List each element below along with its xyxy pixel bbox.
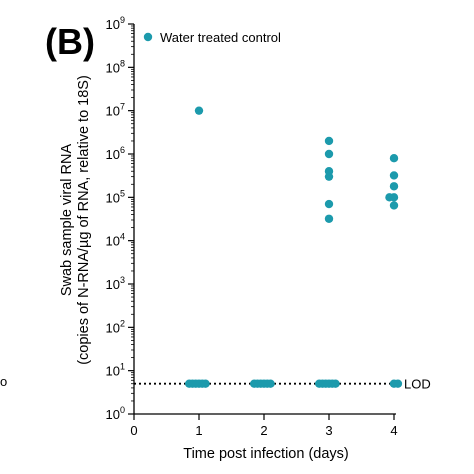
y-tick-label: 105 [106, 188, 125, 205]
data-point [389, 153, 399, 163]
stray-mark: o [0, 374, 7, 389]
data-points [185, 106, 403, 388]
data-point [324, 214, 334, 223]
legend-label: Water treated control [160, 30, 281, 45]
y-tick-label: 100 [106, 405, 125, 422]
data-point [266, 379, 275, 388]
lod-line-group: LOD [134, 377, 431, 392]
x-tick-label: 1 [195, 423, 202, 438]
panel-label: (B) [45, 21, 95, 62]
x-tick-label: 0 [130, 423, 137, 438]
data-point [331, 379, 340, 388]
data-point [389, 182, 399, 191]
y-tick-label: 102 [106, 318, 125, 335]
data-point [201, 379, 210, 388]
axes: 100 101 102 103 104 105 106 107 108 109 0 1 2 3 4 [106, 15, 398, 438]
x-tick-label: 4 [390, 423, 397, 438]
y-tick-label: 108 [106, 58, 125, 75]
x-tick-label: 3 [325, 423, 332, 438]
y-tick-label: 101 [106, 362, 125, 379]
y-tick-label: 109 [106, 15, 125, 32]
y-tick-label: 103 [106, 275, 125, 292]
y-tick-label: 106 [106, 145, 125, 162]
data-point [393, 379, 403, 388]
legend: Water treated control [143, 30, 281, 45]
data-point [389, 193, 399, 202]
x-tick-label: 2 [260, 423, 267, 438]
data-point [389, 201, 399, 210]
y-axis-title-line2: (copies of N-RNA/µg of RNA, relative to … [76, 75, 92, 365]
data-point [324, 199, 334, 209]
y-axis-title: Swab sample viral RNA (copies of N-RNA/µ… [59, 75, 92, 365]
data-point [194, 106, 204, 115]
x-axis-title: Time post infection (days) [183, 446, 348, 462]
lod-label: LOD [404, 377, 431, 392]
y-tick-label: 104 [106, 232, 125, 249]
data-point [324, 136, 334, 146]
data-point [389, 171, 399, 180]
data-point [324, 149, 334, 159]
data-point [324, 172, 334, 181]
y-axis-title-line1: Swab sample viral RNA [59, 144, 75, 297]
y-tick-label: 107 [106, 102, 125, 119]
legend-marker [143, 32, 153, 42]
